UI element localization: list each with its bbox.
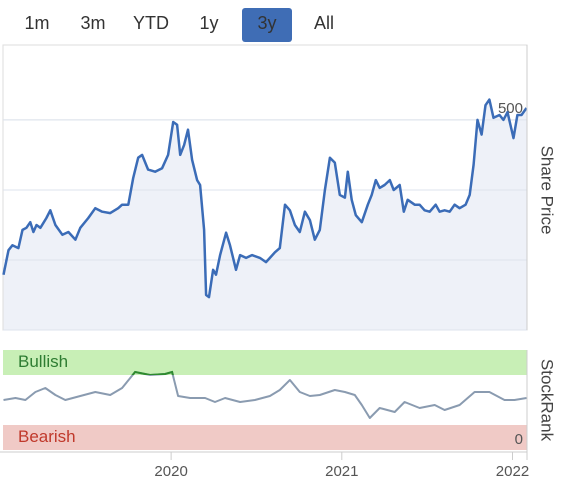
- range-button[interactable]: 1y: [199, 13, 218, 33]
- button-selected-bg: [242, 8, 292, 42]
- series-line: [2, 98, 528, 299]
- button-label: 3y: [257, 13, 276, 33]
- x-tick-label: 2021: [325, 463, 358, 480]
- button-label: 1y: [199, 13, 218, 33]
- band-label: Bearish: [18, 427, 76, 446]
- series-line: [3, 371, 527, 419]
- rank-band: [3, 350, 527, 375]
- x-tick-label: 2022: [496, 463, 529, 480]
- range-button[interactable]: 3m: [80, 13, 105, 33]
- button-label: 3m: [80, 13, 105, 33]
- button-label: YTD: [133, 13, 169, 33]
- axis-label: Share Price: [538, 146, 557, 235]
- rank-band: [3, 425, 527, 450]
- x-tick-label: 2020: [154, 463, 187, 480]
- range-button[interactable]: All: [314, 13, 334, 33]
- range-button[interactable]: YTD: [133, 13, 169, 33]
- button-label: 1m: [24, 13, 49, 33]
- y-tick-label: 0: [515, 431, 523, 448]
- band-label: Bullish: [18, 352, 68, 371]
- price-area: [3, 99, 527, 330]
- range-button[interactable]: 1m: [24, 13, 49, 33]
- axis-label: StockRank: [538, 359, 557, 442]
- y-tick-label: 500: [498, 100, 523, 117]
- range-button[interactable]: 3y: [242, 8, 292, 42]
- button-label: All: [314, 13, 334, 33]
